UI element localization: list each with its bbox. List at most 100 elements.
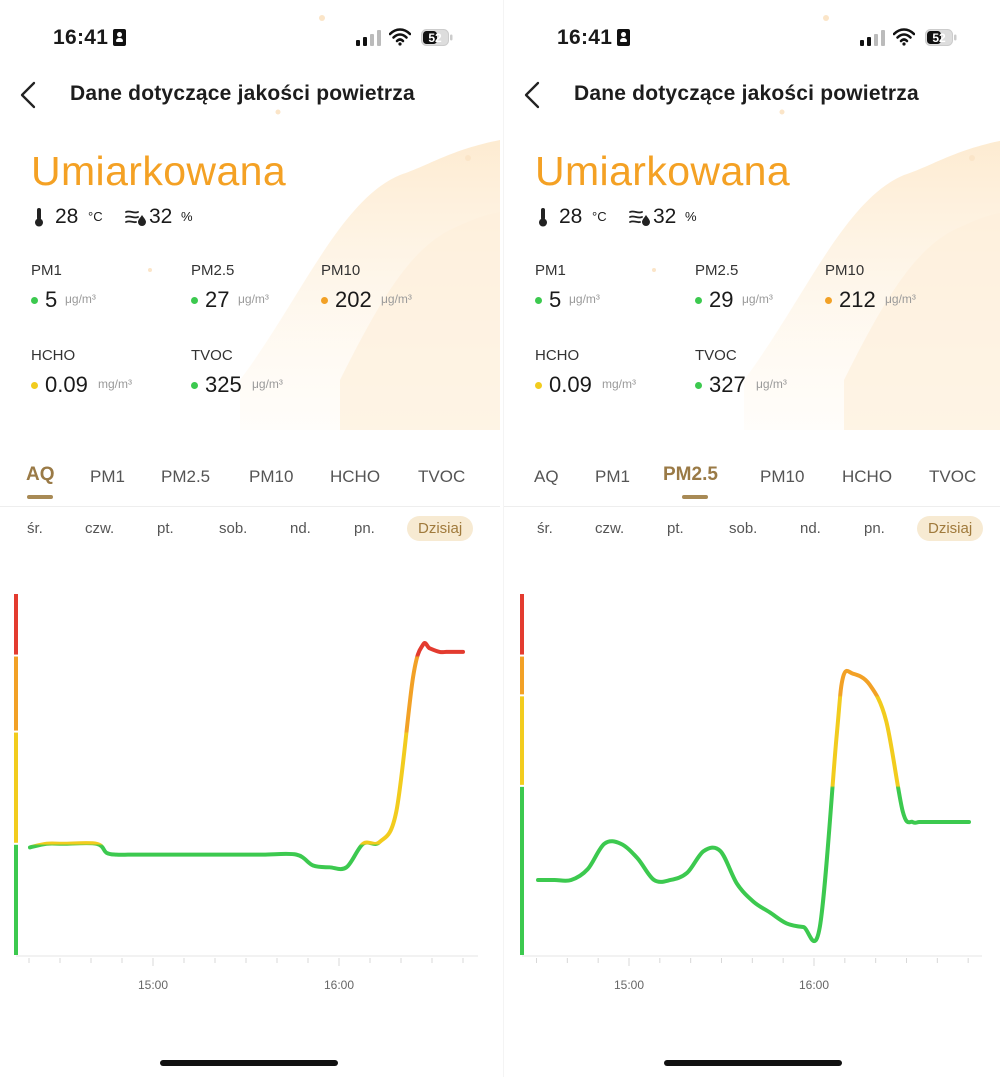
- home-indicator[interactable]: [160, 1060, 338, 1066]
- status-dot: [825, 297, 832, 304]
- status-dot: [695, 297, 702, 304]
- day-sob[interactable]: sob.: [729, 520, 758, 537]
- level-band: [520, 696, 524, 785]
- metric-label: TVOC: [191, 347, 233, 364]
- metric-value: 0.09: [549, 372, 592, 397]
- metric-label: HCHO: [31, 347, 76, 364]
- status-dot: [31, 297, 38, 304]
- metric-label: PM10: [321, 262, 361, 279]
- tab-pm10[interactable]: PM10: [760, 467, 805, 486]
- metric-value: 202: [335, 287, 372, 312]
- level-band: [14, 732, 18, 843]
- metric-tabs: AQ PM1 PM2.5 PM10 HCHO TVOC: [504, 460, 1000, 500]
- metric-value: 325: [205, 372, 242, 397]
- status-bar: 16:41 52: [504, 22, 1000, 52]
- humidity-value: 32: [149, 205, 173, 228]
- level-band: [14, 656, 18, 731]
- tab-pm1[interactable]: PM1: [595, 467, 630, 486]
- wifi-icon: [893, 28, 915, 46]
- tab-hcho[interactable]: HCHO: [330, 467, 381, 486]
- thermometer-icon: [35, 208, 43, 227]
- tab-aq[interactable]: AQ: [26, 464, 55, 485]
- back-chevron-icon[interactable]: [18, 80, 40, 110]
- day-czw[interactable]: czw.: [595, 520, 625, 537]
- status-time: 16:41: [53, 26, 109, 49]
- status-dot: [695, 382, 702, 389]
- tab-tvoc[interactable]: TVOC: [929, 467, 977, 486]
- tab-aq[interactable]: AQ: [534, 467, 559, 486]
- tab-pm25[interactable]: PM2.5: [161, 467, 211, 486]
- x-tick-label: 15:00: [138, 978, 168, 992]
- humidity-unit: %: [181, 209, 193, 224]
- contact-card-icon: [617, 29, 630, 46]
- metric-value: 212: [839, 287, 876, 312]
- air-quality-status: Umiarkowana: [31, 148, 287, 194]
- day-pn[interactable]: pn.: [354, 520, 375, 537]
- x-tick-label: 16:00: [799, 978, 829, 992]
- tab-pm10[interactable]: PM10: [249, 467, 294, 486]
- metric-unit: μg/m³: [756, 377, 787, 391]
- tab-pm25[interactable]: PM2.5: [663, 464, 718, 485]
- level-band: [520, 786, 524, 955]
- day-pn[interactable]: pn.: [864, 520, 885, 537]
- day-śr[interactable]: śr.: [27, 520, 43, 537]
- humidity-unit: %: [685, 209, 697, 224]
- metric-label: PM10: [825, 262, 865, 279]
- day-nd[interactable]: nd.: [800, 520, 821, 537]
- battery-level: 52: [932, 31, 946, 45]
- status-dot: [191, 382, 198, 389]
- day-sob[interactable]: sob.: [219, 520, 248, 537]
- day-śr[interactable]: śr.: [537, 520, 553, 537]
- back-chevron-icon[interactable]: [522, 80, 544, 110]
- status-dot: [321, 297, 328, 304]
- page-title: Dane dotyczące jakości powietrza: [574, 82, 919, 105]
- phone-screen-pm25: 16:41 52 Dane dotyczące jakości powietrz…: [503, 0, 1000, 1077]
- metric-unit: μg/m³: [65, 292, 96, 306]
- tab-pm1[interactable]: PM1: [90, 467, 125, 486]
- tab-tvoc[interactable]: TVOC: [418, 467, 466, 486]
- status-dot: [191, 297, 198, 304]
- metric-unit: μg/m³: [885, 292, 916, 306]
- temperature-unit: °C: [592, 209, 607, 224]
- day-selector: śr. czw. pt. sob. nd. pn. Dzisiaj: [504, 514, 1000, 544]
- cellular-signal-icon: [860, 30, 885, 46]
- status-bar: 16:41 52: [0, 22, 500, 52]
- cellular-signal-icon: [356, 30, 381, 46]
- metric-unit: mg/m³: [602, 377, 636, 391]
- humidity-value: 32: [653, 205, 677, 228]
- level-band: [520, 594, 524, 655]
- level-band: [520, 656, 524, 695]
- metric-tabs: AQ PM1 PM2.5 PM10 HCHO TVOC: [0, 460, 500, 500]
- active-tab-indicator: [682, 495, 708, 499]
- temperature-value: 28: [55, 205, 79, 228]
- day-czw[interactable]: czw.: [85, 520, 115, 537]
- metric-unit: mg/m³: [98, 377, 132, 391]
- series-line: [28, 641, 465, 872]
- x-tick-label: 16:00: [324, 978, 354, 992]
- day-pt[interactable]: pt.: [667, 520, 684, 537]
- metric-value: 29: [709, 287, 734, 312]
- metric-label: PM1: [31, 262, 62, 279]
- tabs-divider: [504, 506, 1000, 507]
- metric-value: 5: [45, 287, 58, 312]
- trend-chart: 15:00 16:00: [520, 594, 982, 992]
- day-today[interactable]: Dzisiaj: [917, 516, 984, 541]
- status-dot: [535, 297, 542, 304]
- metric-value: 27: [205, 287, 230, 312]
- level-band: [14, 844, 18, 955]
- home-indicator[interactable]: [664, 1060, 842, 1066]
- metric-value: 327: [709, 372, 746, 397]
- metric-unit: μg/m³: [238, 292, 269, 306]
- humidity-icon: [629, 210, 650, 226]
- metric-value: 0.09: [45, 372, 88, 397]
- day-nd[interactable]: nd.: [290, 520, 311, 537]
- contact-card-icon: [113, 29, 126, 46]
- tab-hcho[interactable]: HCHO: [842, 467, 893, 486]
- status-dot: [31, 382, 38, 389]
- series-line: [536, 668, 971, 944]
- metric-label: PM2.5: [695, 262, 739, 279]
- day-today[interactable]: Dzisiaj: [407, 516, 474, 541]
- temperature-value: 28: [559, 205, 583, 228]
- metric-label: PM1: [535, 262, 566, 279]
- day-pt[interactable]: pt.: [157, 520, 174, 537]
